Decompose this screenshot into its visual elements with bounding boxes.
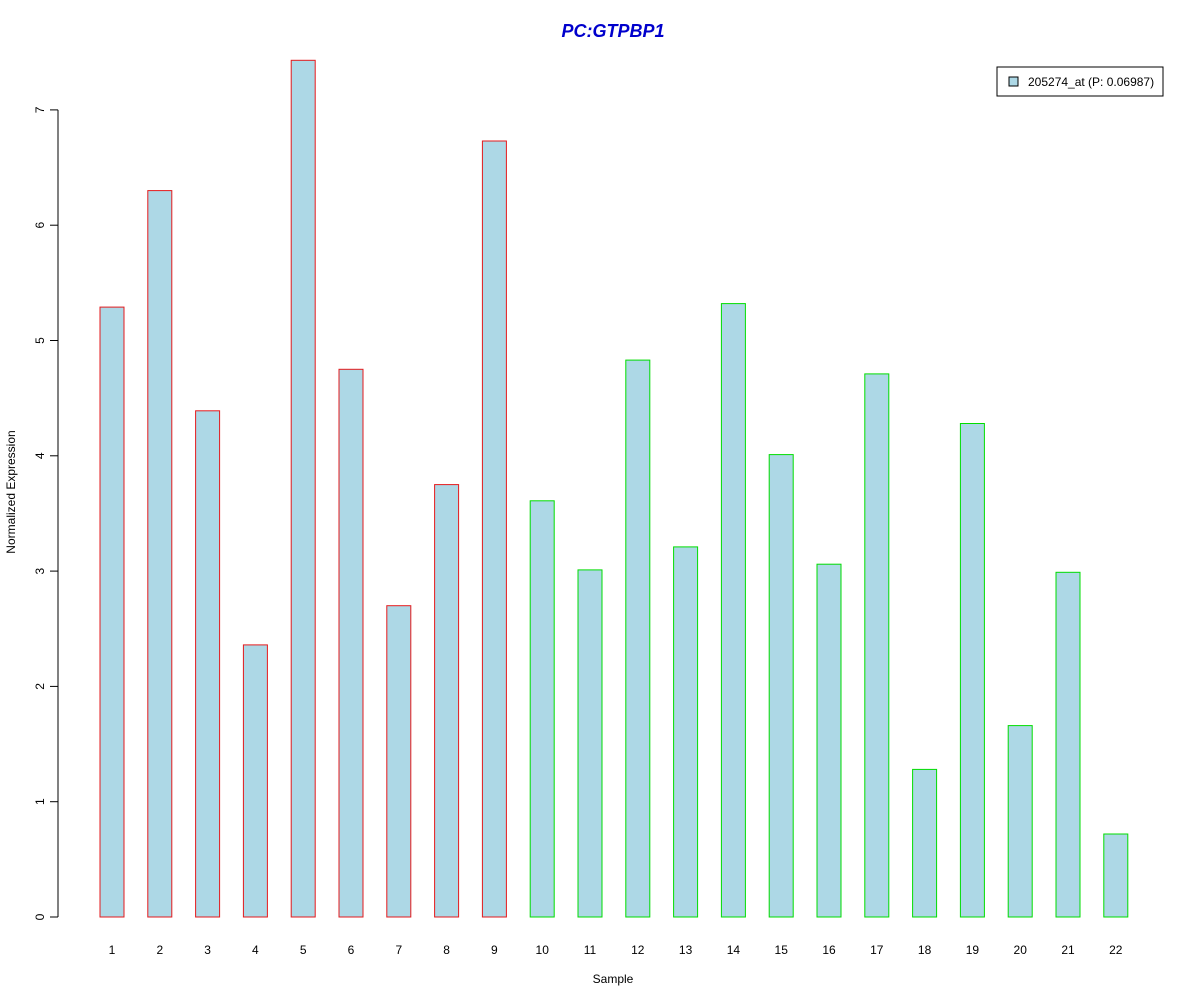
y-tick-label: 1 — [33, 798, 47, 805]
bar-sample-18 — [912, 768, 938, 918]
chart-title: PC:GTPBP1 — [561, 21, 664, 41]
bars — [99, 59, 1129, 918]
bar-sample-20 — [1007, 725, 1033, 918]
bar-sample-6 — [338, 368, 364, 918]
bar-sample-16 — [816, 563, 842, 918]
x-tick-label: 22 — [1109, 943, 1123, 957]
bar-sample-10 — [529, 500, 555, 918]
x-tick-label: 4 — [252, 943, 259, 957]
bar-sample-19 — [959, 423, 985, 918]
y-tick-label: 0 — [33, 913, 47, 920]
x-tick-label: 9 — [491, 943, 498, 957]
x-axis-tick-labels: 1 2 3 4 5 6 7 8 9 10 11 12 13 14 15 16 17 18 19 20 21 22 — [109, 943, 1123, 957]
bar-sample-21 — [1055, 571, 1081, 918]
x-tick-label: 12 — [631, 943, 645, 957]
bar-sample-14 — [720, 303, 746, 918]
x-tick-label: 11 — [584, 943, 597, 957]
legend: 205274_at (P: 0.06987) — [996, 66, 1164, 97]
x-tick-label: 14 — [727, 943, 741, 957]
x-tick-label: 18 — [918, 943, 932, 957]
bar-sample-13 — [673, 546, 699, 918]
bar-sample-7 — [386, 605, 412, 918]
bar-sample-22 — [1103, 833, 1129, 918]
y-axis-label: Normalized Expression — [4, 430, 18, 553]
x-tick-label: 15 — [775, 943, 789, 957]
y-tick-label: 2 — [33, 683, 47, 690]
bar-sample-11 — [577, 569, 603, 918]
bar-sample-2 — [147, 190, 173, 918]
x-tick-label: 5 — [300, 943, 307, 957]
x-tick-label: 2 — [156, 943, 163, 957]
bar-sample-3 — [195, 410, 221, 918]
x-axis-label: Sample — [593, 972, 634, 986]
x-tick-label: 8 — [443, 943, 450, 957]
x-tick-label: 13 — [679, 943, 693, 957]
bar-sample-12 — [625, 359, 651, 918]
y-tick-label: 6 — [33, 222, 47, 229]
legend-swatch — [1008, 76, 1019, 87]
y-tick-label: 7 — [33, 106, 47, 113]
bar-sample-8 — [434, 484, 460, 918]
bar-sample-9 — [481, 140, 507, 918]
x-tick-label: 10 — [536, 943, 550, 957]
bar-sample-5 — [290, 59, 316, 918]
y-tick-label: 3 — [33, 567, 47, 574]
x-tick-label: 3 — [204, 943, 211, 957]
x-tick-label: 17 — [870, 943, 884, 957]
x-tick-label: 1 — [109, 943, 116, 957]
x-tick-label: 16 — [822, 943, 836, 957]
x-tick-label: 19 — [966, 943, 980, 957]
y-axis: 0 1 2 3 4 5 6 7 — [33, 106, 59, 920]
y-tick-label: 5 — [33, 337, 47, 344]
y-tick-label: 4 — [33, 452, 47, 459]
legend-entry: 205274_at (P: 0.06987) — [1028, 75, 1154, 89]
x-tick-label: 20 — [1014, 943, 1028, 957]
bar-sample-15 — [768, 454, 794, 918]
x-tick-label: 6 — [348, 943, 355, 957]
x-tick-label: 7 — [395, 943, 402, 957]
x-tick-label: 21 — [1061, 943, 1075, 957]
bar-sample-17 — [864, 373, 890, 918]
bar-sample-4 — [242, 644, 268, 918]
bar-sample-1 — [99, 306, 125, 918]
legend-box — [996, 66, 1164, 97]
